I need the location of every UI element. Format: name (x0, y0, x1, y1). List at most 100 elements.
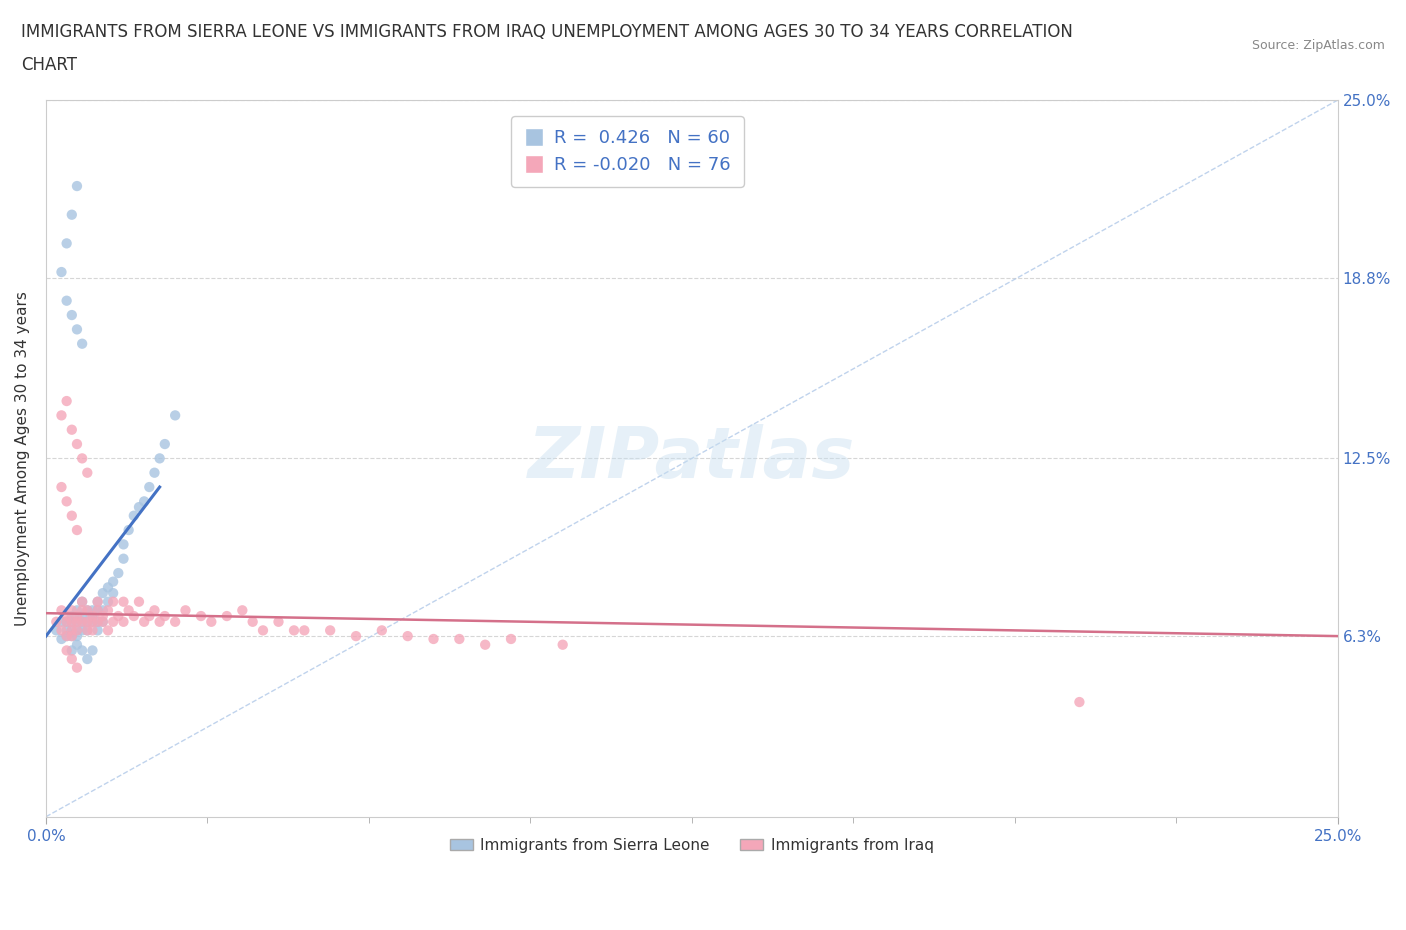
Point (55, 615, 77, 630)
Point (60, 608, 83, 623)
Point (66, 322, 89, 337)
Point (45, 623, 67, 638)
Point (76, 623, 98, 638)
Point (60, 629, 83, 644)
Point (112, 615, 135, 630)
Point (60, 509, 83, 524)
Point (86, 615, 108, 630)
Y-axis label: Unemployment Among Ages 30 to 34 years: Unemployment Among Ages 30 to 34 years (15, 291, 30, 626)
Point (252, 623, 274, 638)
Point (1069, 695, 1091, 710)
Point (76, 603, 98, 618)
Point (55, 393, 77, 408)
Point (51, 480, 73, 495)
Point (60, 207, 83, 222)
Point (51, 615, 73, 630)
Point (292, 623, 315, 638)
Point (134, 615, 156, 630)
Point (143, 465, 166, 480)
Point (76, 652, 98, 667)
Point (267, 615, 290, 630)
Point (66, 629, 89, 644)
Point (319, 623, 342, 638)
Point (551, 637, 574, 652)
Point (70, 615, 93, 630)
Point (344, 629, 367, 644)
Point (101, 594, 124, 609)
Point (55, 629, 77, 644)
Point (122, 509, 145, 524)
Point (76, 623, 98, 638)
Point (70, 615, 93, 630)
Point (86, 594, 108, 609)
Point (371, 623, 394, 638)
Point (449, 631, 471, 646)
Point (82, 608, 104, 623)
Point (51, 603, 73, 618)
Point (66, 623, 89, 638)
Text: CHART: CHART (21, 56, 77, 73)
Point (55, 643, 77, 658)
Point (112, 537, 135, 551)
Point (97, 580, 120, 595)
Point (66, 660, 89, 675)
Point (82, 643, 104, 658)
Point (149, 615, 172, 630)
Point (174, 603, 197, 618)
Point (66, 523, 89, 538)
Point (66, 615, 89, 630)
Point (60, 623, 83, 638)
Point (60, 615, 83, 630)
Point (66, 637, 89, 652)
Point (165, 408, 187, 423)
Point (60, 623, 83, 638)
Point (117, 603, 139, 618)
Point (55, 494, 77, 509)
Point (82, 603, 104, 618)
Point (55, 615, 77, 630)
Point (51, 631, 73, 646)
Point (499, 631, 522, 646)
Point (128, 499, 150, 514)
Point (55, 629, 77, 644)
Point (70, 623, 93, 638)
Point (86, 603, 108, 618)
Point (153, 436, 176, 451)
Point (60, 603, 83, 618)
Point (66, 623, 89, 638)
Point (70, 451, 93, 466)
Point (91, 586, 114, 601)
Point (128, 594, 150, 609)
Point (60, 652, 83, 667)
Point (70, 603, 93, 618)
Point (51, 623, 73, 638)
Point (91, 615, 114, 630)
Point (283, 623, 305, 638)
Point (107, 608, 129, 623)
Point (55, 608, 77, 623)
Point (143, 603, 166, 618)
Point (138, 480, 160, 495)
Point (60, 615, 83, 630)
Point (76, 603, 98, 618)
Point (101, 574, 124, 589)
Point (76, 615, 98, 630)
Point (107, 565, 129, 580)
Point (70, 594, 93, 609)
Point (396, 629, 419, 644)
Point (70, 608, 93, 623)
Point (82, 608, 104, 623)
Point (117, 523, 139, 538)
Point (91, 608, 114, 623)
Point (82, 623, 104, 638)
Point (91, 615, 114, 630)
Point (86, 603, 108, 618)
Point (474, 637, 496, 652)
Point (60, 422, 83, 437)
Point (86, 623, 108, 638)
Point (70, 643, 93, 658)
Point (215, 608, 238, 623)
Point (60, 643, 83, 658)
Point (66, 615, 89, 630)
Point (97, 623, 120, 638)
